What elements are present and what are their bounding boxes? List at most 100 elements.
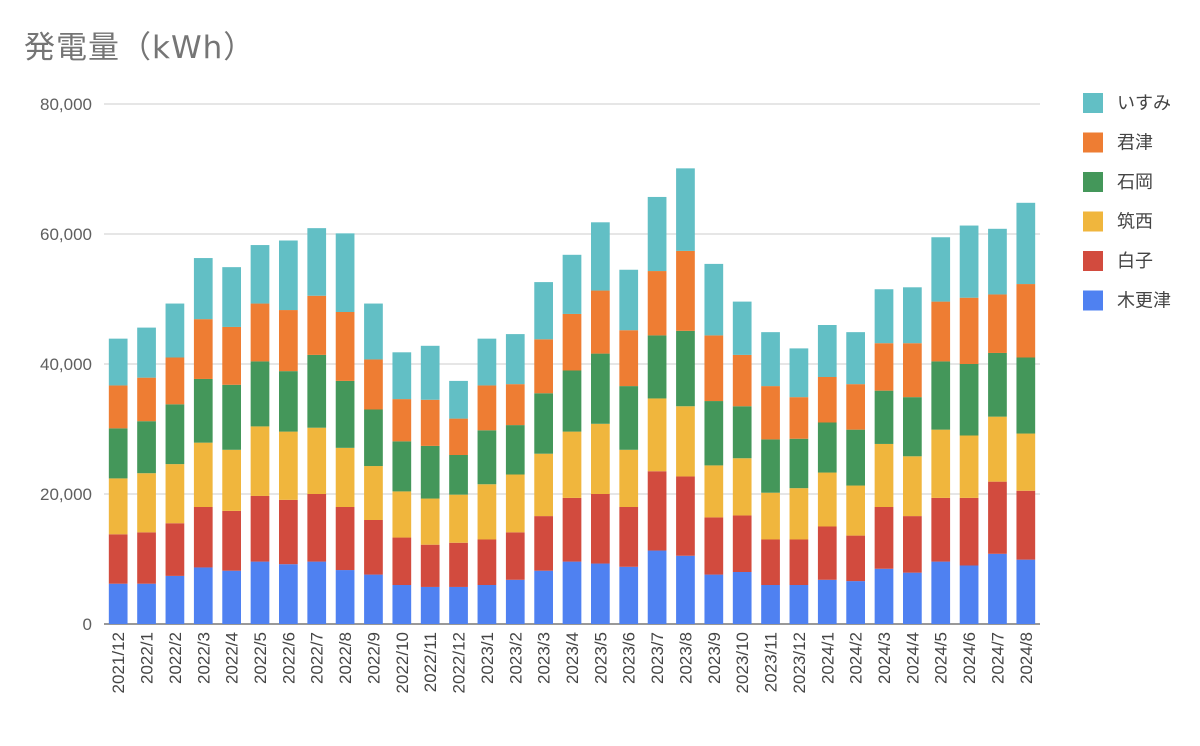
bar-segment	[647, 196, 667, 272]
bar-segment	[931, 237, 951, 302]
x-tick-label: 2022/12	[450, 632, 469, 693]
x-tick-label: 2022/5	[251, 632, 270, 684]
legend-label: 筑西	[1117, 212, 1153, 233]
bar-segment	[420, 544, 440, 587]
bar-segment	[505, 474, 525, 533]
bar-segment	[279, 431, 298, 500]
bar-segment	[846, 429, 865, 486]
bar-segment	[392, 537, 412, 585]
bar-segment	[364, 466, 383, 520]
bar-segment	[477, 539, 497, 585]
x-tick-label: 2023/12	[790, 632, 809, 693]
bar-segment	[562, 431, 582, 498]
x-tick-label: 2022/2	[166, 632, 185, 684]
bar-segment	[108, 478, 128, 535]
bar-segment	[449, 418, 468, 455]
bar-segment	[562, 254, 582, 314]
bar-segment	[619, 386, 639, 450]
bar-segment	[250, 426, 270, 496]
bar-segment	[505, 425, 525, 475]
bar-segment	[619, 269, 639, 331]
bar-segment	[874, 390, 894, 444]
bar-segment	[250, 361, 270, 427]
bar-segment	[335, 447, 355, 507]
legend-swatch	[1083, 251, 1103, 271]
y-tick-label: 20,000	[40, 485, 92, 504]
bar-segment	[789, 438, 809, 489]
bar-segment	[165, 357, 185, 405]
bar-segment	[817, 377, 837, 423]
bar-segment	[562, 370, 582, 432]
bar-segment	[534, 393, 553, 454]
bar-segment	[420, 445, 440, 499]
bar-segment	[364, 303, 383, 360]
bar-segment	[846, 384, 865, 430]
bar-segment	[279, 371, 298, 432]
bar-segment	[732, 301, 752, 355]
x-tick-label: 2023/4	[563, 632, 582, 684]
bar-segment	[676, 330, 695, 407]
bar-segment	[279, 240, 298, 311]
bar-segment	[959, 565, 979, 624]
x-tick-label: 2022/3	[194, 632, 213, 684]
bar-segment	[250, 245, 270, 304]
bar-segment	[420, 345, 440, 400]
bar-segment	[1016, 490, 1036, 560]
bar-segment	[307, 427, 327, 494]
bar-segment	[619, 330, 639, 387]
bar-segment	[874, 568, 894, 624]
bar-segment	[477, 385, 497, 431]
bar-segment	[193, 507, 213, 568]
bar-segment	[562, 497, 582, 562]
bar-segment	[392, 491, 412, 538]
bar-segment	[222, 449, 241, 511]
bar-segment	[676, 476, 695, 556]
bar-segment	[335, 380, 355, 448]
bar-segment	[335, 570, 355, 624]
bar-segment	[335, 507, 355, 571]
bar-segment	[137, 532, 156, 584]
bar-segment	[903, 572, 922, 624]
bar-segment	[108, 534, 128, 584]
bar-segment	[505, 334, 525, 385]
bar-segment	[591, 353, 610, 424]
bar-segment	[959, 435, 979, 498]
x-tick-label: 2023/1	[478, 632, 497, 684]
bar-segment	[108, 385, 128, 429]
bar-segment	[392, 352, 412, 400]
legend-swatch	[1083, 172, 1103, 192]
bar-segment	[931, 361, 951, 430]
bar-segment	[704, 465, 724, 518]
bar-segment	[647, 271, 667, 336]
bar-segment	[846, 535, 865, 582]
legend-swatch	[1083, 93, 1103, 113]
x-tick-label: 2023/6	[620, 632, 639, 684]
bar-segment	[732, 458, 752, 516]
x-tick-label: 2024/4	[903, 632, 922, 684]
bar-segment	[761, 386, 780, 440]
bar-segment	[165, 575, 185, 624]
bar-segment	[165, 303, 185, 358]
bar-segment	[988, 416, 1007, 482]
bar-segment	[591, 222, 610, 291]
y-tick-label: 60,000	[40, 225, 92, 244]
bar-segment	[619, 566, 639, 624]
bar-segment	[903, 456, 922, 517]
bar-segment	[449, 542, 468, 587]
bar-segment	[817, 325, 837, 377]
bar-segment	[931, 301, 951, 362]
bar-segment	[279, 310, 298, 372]
bar-segment	[449, 455, 468, 495]
bar-segment	[761, 439, 780, 493]
x-tick-label: 2023/7	[648, 632, 667, 684]
x-tick-label: 2022/6	[279, 632, 298, 684]
x-tick-label: 2022/10	[393, 632, 412, 693]
bar-segment	[222, 510, 241, 571]
bar-segment	[534, 516, 553, 571]
x-tick-label: 2024/2	[847, 632, 866, 684]
bar-segment	[165, 404, 185, 465]
legend-label: 君津	[1117, 133, 1153, 154]
bar-segment	[307, 295, 327, 355]
bar-segment	[817, 472, 837, 527]
